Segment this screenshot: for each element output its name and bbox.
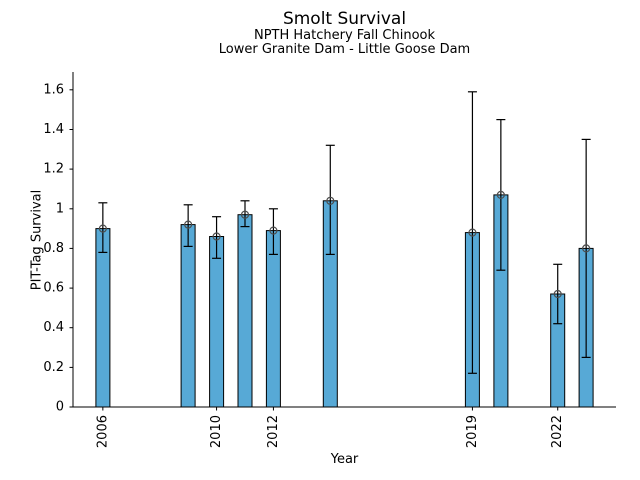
x-tick-label-2022: 2022 — [550, 415, 565, 448]
marker-2014 — [326, 196, 335, 205]
x-tick-label-2012: 2012 — [266, 415, 281, 448]
bar-2006 — [95, 228, 111, 408]
bar-2009 — [180, 224, 196, 408]
marker-2009 — [184, 220, 193, 229]
marker-2023 — [582, 244, 591, 253]
y-tick-label-0.8: 0.8 — [43, 241, 64, 256]
y-tick-label-1.2: 1.2 — [43, 162, 64, 177]
chart-subtitle-line2: Lower Granite Dam - Little Goose Dam — [218, 42, 471, 57]
marker-2022 — [553, 289, 562, 299]
x-axis-label: Year — [330, 452, 359, 467]
chart-subtitle-line1: NPTH Hatchery Fall Chinook — [253, 28, 436, 43]
marker-2010 — [212, 232, 221, 241]
y-tick-label-1.4: 1.4 — [43, 122, 64, 137]
marker-2006 — [98, 224, 107, 233]
bar-2011 — [237, 214, 253, 408]
marker-2011 — [240, 210, 250, 219]
marker-2020 — [496, 190, 505, 199]
y-tick-label-0.2: 0.2 — [43, 360, 64, 375]
x-tick-label-2010: 2010 — [209, 415, 224, 448]
y-tick-label-0: 0 — [56, 400, 64, 415]
chart-title: Smolt Survival — [282, 9, 407, 29]
title-block: Smolt Survival NPTH Hatchery Fall Chinoo… — [73, 9, 616, 57]
y-tick-label-0.6: 0.6 — [43, 281, 64, 296]
marker-2019 — [468, 228, 477, 237]
marker-2012 — [269, 226, 278, 235]
y-tick-label-1.6: 1.6 — [43, 82, 64, 97]
y-tick-label-1: 1 — [56, 201, 64, 216]
x-tick-label-2019: 2019 — [465, 415, 480, 448]
y-tick-label-0.4: 0.4 — [43, 320, 64, 335]
y-axis-label: PIT-Tag Survival — [29, 189, 45, 291]
x-tick-label-2006: 2006 — [95, 415, 110, 448]
bar-2010 — [209, 236, 225, 408]
bar-2012 — [265, 230, 281, 408]
